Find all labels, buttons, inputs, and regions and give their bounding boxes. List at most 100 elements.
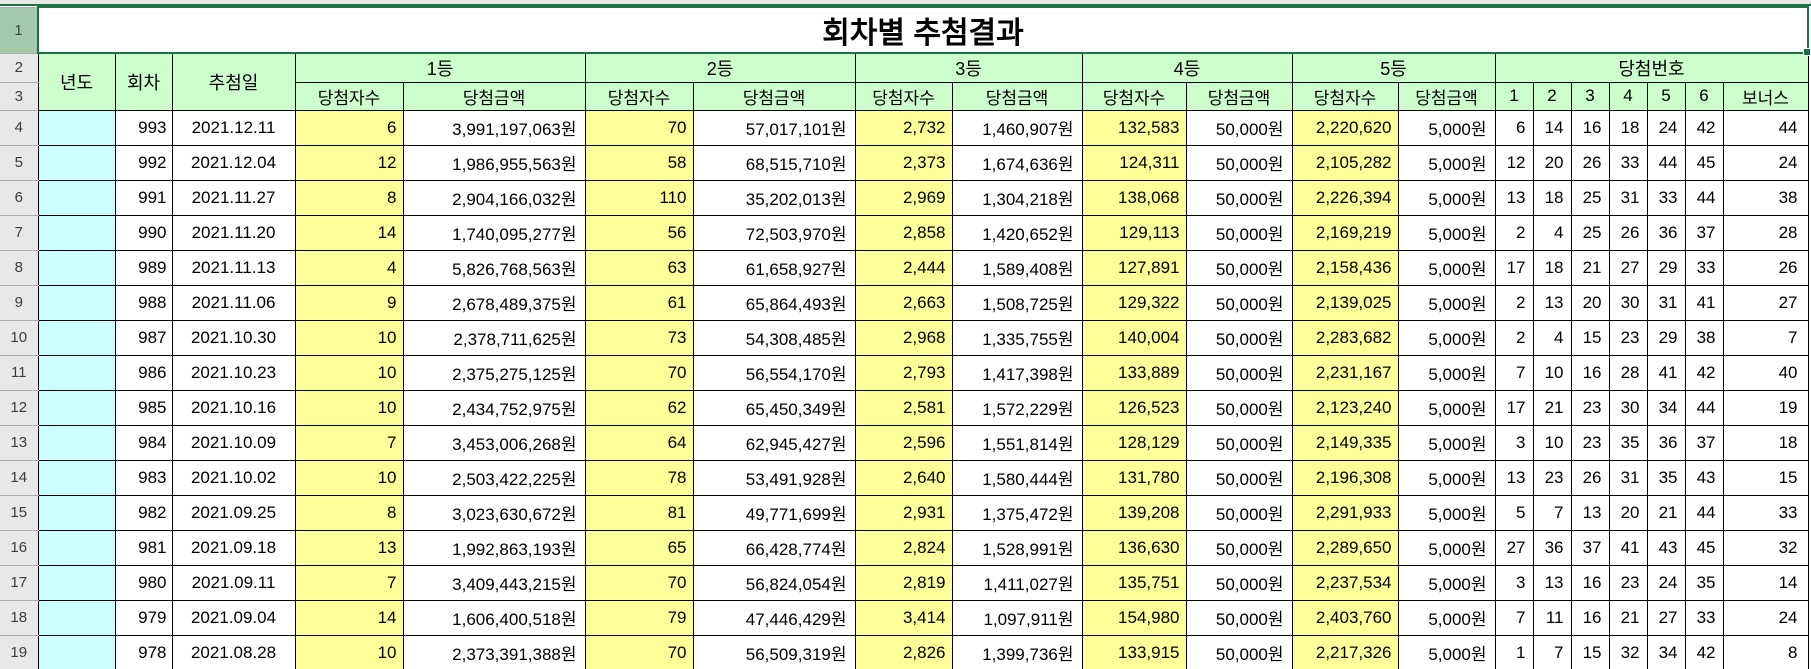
cell-rank2-winners[interactable]: 63: [584, 249, 694, 286]
cell-rank4-prize[interactable]: 50,000원: [1185, 249, 1293, 286]
cell-rank2-prize[interactable]: 66,428,774원: [692, 529, 856, 566]
cell-rank3-winners[interactable]: 2,793: [854, 354, 953, 391]
cell-rank5-prize[interactable]: 5,000원: [1397, 354, 1496, 391]
cell-number-4[interactable]: 31: [1608, 459, 1648, 496]
cell-number-4[interactable]: 21: [1608, 599, 1648, 636]
cell-rank5-prize[interactable]: 5,000원: [1397, 284, 1496, 321]
row-header[interactable]: 3: [0, 81, 39, 111]
cell-round[interactable]: 980: [114, 564, 173, 601]
row-header[interactable]: 2: [0, 52, 39, 83]
cell-number-5[interactable]: 35: [1646, 459, 1686, 496]
cell-rank4-prize[interactable]: 50,000원: [1185, 179, 1293, 216]
cell-number-2[interactable]: 23: [1532, 459, 1572, 496]
page-title[interactable]: 회차별 추첨결과: [37, 6, 1811, 56]
cell-bonus[interactable]: 33: [1722, 494, 1809, 531]
cell-number-2[interactable]: 18: [1532, 249, 1572, 286]
cell-number-4[interactable]: 26: [1608, 214, 1648, 251]
header-winning-numbers[interactable]: 당첨번호: [1494, 52, 1809, 83]
cell-rank5-winners[interactable]: 2,289,650: [1291, 529, 1399, 566]
header-number-3[interactable]: 3: [1570, 81, 1610, 111]
cell-number-2[interactable]: 36: [1532, 529, 1572, 566]
cell-rank3-prize[interactable]: 1,375,472원: [951, 494, 1083, 531]
cell-year[interactable]: [37, 319, 116, 356]
cell-rank2-winners[interactable]: 81: [584, 494, 694, 531]
cell-number-1[interactable]: 3: [1494, 424, 1534, 461]
cell-rank5-winners[interactable]: 2,105,282: [1291, 144, 1399, 181]
cell-number-3[interactable]: 25: [1570, 179, 1610, 216]
cell-rank3-winners[interactable]: 2,819: [854, 564, 953, 601]
cell-rank4-prize[interactable]: 50,000원: [1185, 529, 1293, 566]
cell-number-4[interactable]: 27: [1608, 249, 1648, 286]
cell-rank4-prize[interactable]: 50,000원: [1185, 214, 1293, 251]
cell-rank4-prize[interactable]: 50,000원: [1185, 109, 1293, 146]
cell-rank5-winners[interactable]: 2,139,025: [1291, 284, 1399, 321]
cell-rank1-winners[interactable]: 4: [294, 249, 404, 286]
row-header[interactable]: 14: [0, 459, 39, 496]
cell-number-3[interactable]: 15: [1570, 634, 1610, 669]
cell-rank3-prize[interactable]: 1,551,814원: [951, 424, 1083, 461]
cell-year[interactable]: [37, 529, 116, 566]
row-header[interactable]: 12: [0, 389, 39, 426]
cell-rank4-prize[interactable]: 50,000원: [1185, 144, 1293, 181]
cell-number-5[interactable]: 29: [1646, 319, 1686, 356]
cell-rank1-winners[interactable]: 9: [294, 284, 404, 321]
cell-number-6[interactable]: 37: [1684, 424, 1724, 461]
header-round[interactable]: 회차: [114, 52, 173, 111]
cell-number-4[interactable]: 30: [1608, 284, 1648, 321]
cell-rank4-winners[interactable]: 129,322: [1081, 284, 1187, 321]
header-rank-2[interactable]: 2등: [584, 52, 856, 83]
row-header[interactable]: 8: [0, 249, 39, 286]
cell-year[interactable]: [37, 459, 116, 496]
header-rank-1[interactable]: 1등: [294, 52, 586, 83]
cell-bonus[interactable]: 40: [1722, 354, 1809, 391]
header-winners-1[interactable]: 당첨자수: [294, 81, 404, 111]
cell-rank2-winners[interactable]: 58: [584, 144, 694, 181]
cell-draw-date[interactable]: 2021.08.28: [171, 634, 296, 669]
cell-draw-date[interactable]: 2021.12.04: [171, 144, 296, 181]
row-header[interactable]: 11: [0, 354, 39, 391]
cell-rank1-winners[interactable]: 10: [294, 389, 404, 426]
cell-number-4[interactable]: 33: [1608, 144, 1648, 181]
cell-number-2[interactable]: 10: [1532, 354, 1572, 391]
cell-rank3-prize[interactable]: 1,528,991원: [951, 529, 1083, 566]
cell-year[interactable]: [37, 424, 116, 461]
cell-rank4-winners[interactable]: 127,891: [1081, 249, 1187, 286]
cell-rank2-prize[interactable]: 56,824,054원: [692, 564, 856, 601]
cell-rank5-winners[interactable]: 2,169,219: [1291, 214, 1399, 251]
cell-rank3-winners[interactable]: 2,640: [854, 459, 953, 496]
cell-bonus[interactable]: 32: [1722, 529, 1809, 566]
cell-number-6[interactable]: 44: [1684, 494, 1724, 531]
header-prize-4[interactable]: 당첨금액: [1185, 81, 1293, 111]
cell-rank1-winners[interactable]: 14: [294, 214, 404, 251]
cell-rank4-prize[interactable]: 50,000원: [1185, 284, 1293, 321]
cell-number-3[interactable]: 20: [1570, 284, 1610, 321]
cell-rank4-winners[interactable]: 154,980: [1081, 599, 1187, 636]
cell-draw-date[interactable]: 2021.09.11: [171, 564, 296, 601]
cell-year[interactable]: [37, 109, 116, 146]
cell-number-6[interactable]: 45: [1684, 144, 1724, 181]
cell-number-6[interactable]: 42: [1684, 634, 1724, 669]
cell-rank5-prize[interactable]: 5,000원: [1397, 389, 1496, 426]
cell-rank1-prize[interactable]: 2,378,711,625원: [402, 319, 586, 356]
cell-rank3-prize[interactable]: 1,460,907원: [951, 109, 1083, 146]
cell-round[interactable]: 978: [114, 634, 173, 669]
cell-draw-date[interactable]: 2021.10.23: [171, 354, 296, 391]
cell-rank4-prize[interactable]: 50,000원: [1185, 634, 1293, 669]
cell-rank3-winners[interactable]: 2,968: [854, 319, 953, 356]
cell-rank1-prize[interactable]: 2,503,422,225원: [402, 459, 586, 496]
row-header[interactable]: 15: [0, 494, 39, 531]
cell-rank3-prize[interactable]: 1,411,027원: [951, 564, 1083, 601]
cell-year[interactable]: [37, 564, 116, 601]
cell-draw-date[interactable]: 2021.10.02: [171, 459, 296, 496]
cell-number-3[interactable]: 25: [1570, 214, 1610, 251]
cell-number-4[interactable]: 20: [1608, 494, 1648, 531]
cell-number-5[interactable]: 21: [1646, 494, 1686, 531]
row-header[interactable]: 19: [0, 634, 39, 669]
header-year[interactable]: 년도: [37, 52, 116, 111]
cell-rank5-prize[interactable]: 5,000원: [1397, 494, 1496, 531]
row-header[interactable]: 5: [0, 144, 39, 181]
cell-year[interactable]: [37, 494, 116, 531]
cell-rank4-prize[interactable]: 50,000원: [1185, 599, 1293, 636]
cell-rank4-prize[interactable]: 50,000원: [1185, 564, 1293, 601]
row-header[interactable]: 13: [0, 424, 39, 461]
